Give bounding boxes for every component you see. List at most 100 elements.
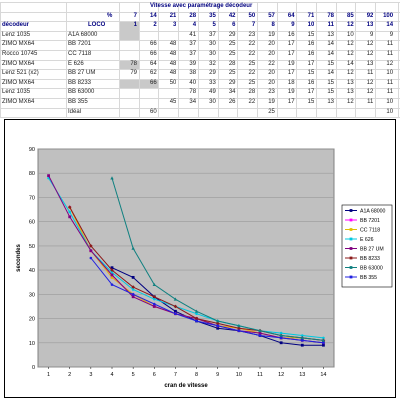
y-tick-label: 60 xyxy=(29,220,35,226)
table-cell: 37 xyxy=(209,31,216,38)
y-tick-label: 80 xyxy=(29,171,35,177)
table-cell: 9 xyxy=(370,31,374,38)
step-header: 7 xyxy=(251,22,256,29)
grid-col-line xyxy=(237,2,239,118)
data-point xyxy=(152,302,156,306)
table-cell: 14 xyxy=(327,51,334,57)
table-cell: 45 xyxy=(169,99,177,105)
legend-marker xyxy=(349,228,353,231)
grid-col-line xyxy=(296,2,298,118)
x-tick-label: 7 xyxy=(174,372,177,378)
data-point xyxy=(89,256,93,260)
table-cell: 10 xyxy=(386,108,394,115)
grid-col-line xyxy=(398,2,399,118)
table-cell: 14 xyxy=(327,70,334,77)
x-tick-label: 1 xyxy=(47,372,50,378)
table-cell: 25 xyxy=(228,41,236,48)
table-cell: 15 xyxy=(307,70,315,77)
table-cell: 20 xyxy=(268,41,275,48)
legend-marker xyxy=(349,209,353,212)
data-point xyxy=(110,275,114,279)
grid-row-line xyxy=(0,88,400,90)
step-header: 8 xyxy=(271,22,275,29)
table-cell: 12 xyxy=(347,99,354,105)
step-header: 4 xyxy=(192,22,197,29)
table-cell: 12 xyxy=(366,89,374,96)
data-point xyxy=(215,321,220,326)
data-point xyxy=(195,312,198,316)
grey-cell xyxy=(120,79,139,89)
table-cell: 64 xyxy=(150,60,157,67)
legend-marker xyxy=(349,218,353,222)
x-tick-label: 11 xyxy=(257,372,263,378)
table-cell: 10 xyxy=(386,70,394,77)
table-cell: 34 xyxy=(189,99,197,105)
y-tick-label: 50 xyxy=(29,244,35,250)
grid-row-line xyxy=(0,69,400,71)
x-tick-label: 13 xyxy=(299,372,305,378)
percent-header: 85 xyxy=(347,12,354,19)
data-point xyxy=(237,329,241,332)
table-cell: 19 xyxy=(268,99,275,105)
data-point xyxy=(279,336,283,340)
table-cell: 11 xyxy=(367,70,374,77)
percent-header: 7 xyxy=(133,12,137,19)
y-tick-label: 40 xyxy=(29,268,35,274)
gridlines xyxy=(38,148,334,368)
data-point xyxy=(279,333,283,337)
x-axis-ticks: 1 2 3 4 5 6 7 8 9 10 11 12 13 14 xyxy=(47,367,326,378)
data-point xyxy=(174,309,177,313)
x-tick-label: 5 xyxy=(132,372,135,378)
data-point xyxy=(131,288,135,291)
data-point xyxy=(173,297,178,301)
data-point xyxy=(110,176,114,180)
step-header: 5 xyxy=(212,22,216,29)
data-point xyxy=(110,283,114,286)
table-cell: 78 xyxy=(189,89,197,96)
data-point xyxy=(174,312,177,316)
table-cell: 19 xyxy=(287,60,295,67)
legend-marker xyxy=(349,275,353,279)
table-cell: 17 xyxy=(287,70,295,77)
data-point xyxy=(195,319,198,323)
chart-area[interactable]: 0 10 20 30 40 50 60 70 80 90 1 2 3 4 5 6 7 8 9 10 11 12 13 14 … xyxy=(4,119,396,398)
data-point xyxy=(216,324,220,328)
step-header: 13 xyxy=(366,22,374,29)
data-point xyxy=(300,336,304,340)
table-cell: 33 xyxy=(209,79,216,86)
data-point xyxy=(279,341,283,345)
grey-cell xyxy=(120,22,139,41)
decoder-name: ZIMO MX64 xyxy=(2,41,35,48)
x-tick-label: 9 xyxy=(216,372,219,378)
table-cell: 10 xyxy=(386,99,394,105)
grid-col-line xyxy=(0,2,1,118)
legend-marker xyxy=(349,247,353,250)
grid-col-line xyxy=(276,2,278,118)
data-point xyxy=(152,297,156,301)
legend-label: BB 7201 xyxy=(360,218,380,224)
grid-col-line xyxy=(355,2,357,118)
table-cell: 11 xyxy=(386,41,394,48)
table-cell: 49 xyxy=(209,89,216,96)
table-cell: 22 xyxy=(248,70,256,77)
table-cell: 25 xyxy=(248,79,256,86)
decoder-name: ZIMO MX64 xyxy=(2,79,35,86)
data-point xyxy=(322,341,325,345)
legend-label: A1A 68000 xyxy=(360,209,385,215)
percent-header: 28 xyxy=(189,12,197,19)
table-cell: 12 xyxy=(386,60,394,67)
loco-name: CC 7118 xyxy=(68,51,92,57)
grid-col-line xyxy=(197,2,199,118)
grid-col-line xyxy=(335,2,337,118)
grid-col-line xyxy=(256,2,258,118)
table-cell: 22 xyxy=(248,41,256,48)
table-cell: 25 xyxy=(228,51,236,57)
legend: A1A 68000 BB 7201 CC 7118 E 626 BB 27 UM BB 8… xyxy=(341,204,393,288)
percent-header: 92 xyxy=(366,12,374,19)
decoder-name: ZIMO MX64 xyxy=(2,99,35,105)
table-cell: 12 xyxy=(366,79,374,86)
grid-col-line xyxy=(316,2,317,118)
step-header: 2 xyxy=(153,22,157,29)
